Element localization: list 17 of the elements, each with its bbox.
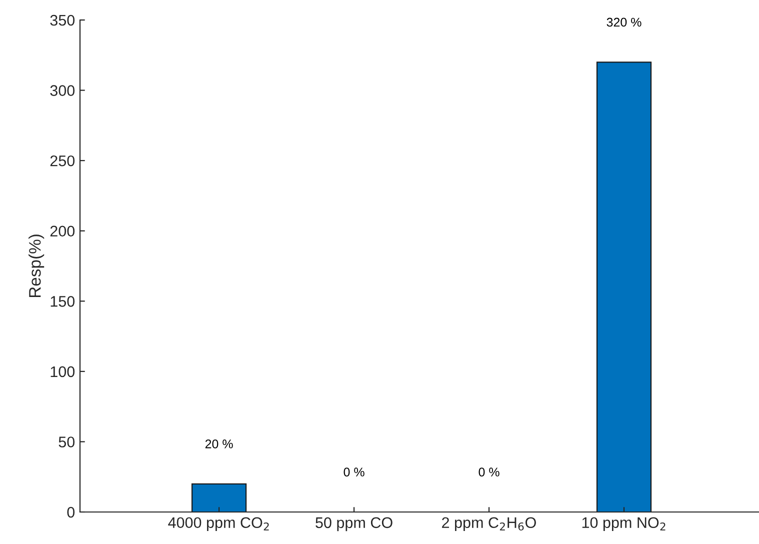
y-tick-label: 300 — [50, 85, 75, 96]
data-label: 0 % — [344, 468, 364, 476]
x-tick-label: 50 ppm CO — [316, 517, 392, 532]
x-tick-label: 10 ppm NO$_{2}$ — [582, 517, 666, 532]
data-label: 320 % — [606, 18, 642, 27]
x-tick-label: 2 ppm C$_{2}$H$_{6}$O — [442, 517, 536, 532]
data-label: 20 % — [205, 440, 233, 448]
y-tick-label: 150 — [50, 296, 75, 307]
y-tick-label: 200 — [50, 226, 75, 237]
y-axis-title: Resp(%) — [28, 234, 44, 298]
y-tick-label: 250 — [50, 155, 75, 166]
x-tick-label: 4000 ppm CO$_{2}$ — [168, 517, 269, 532]
y-tick-label: 50 — [58, 436, 75, 448]
data-label: 0 % — [478, 468, 500, 476]
y-tick-label: 350 — [50, 14, 75, 26]
y-tick-label: 100 — [50, 366, 75, 378]
y-tick-label: 0 — [67, 506, 75, 518]
